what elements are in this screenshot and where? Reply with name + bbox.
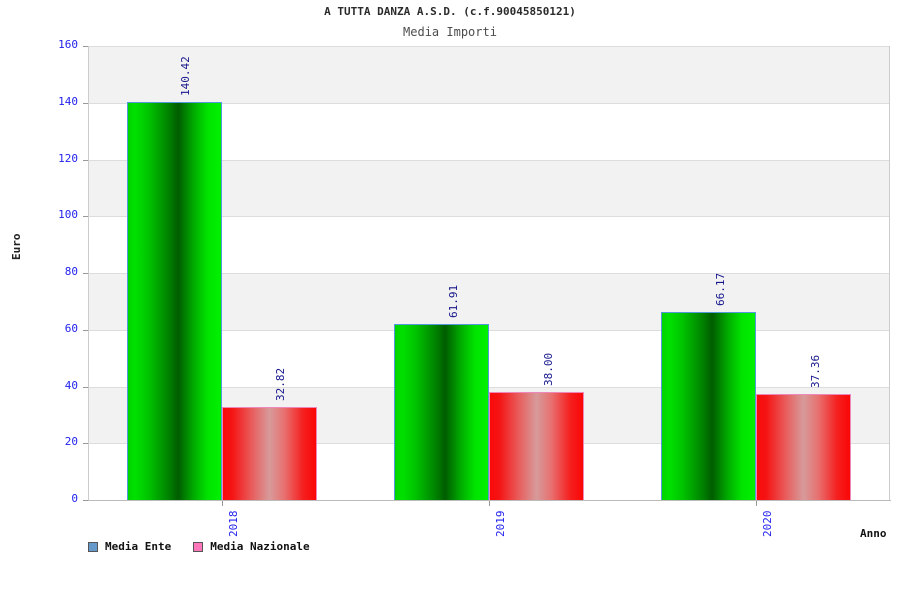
legend-label: Media Nazionale (210, 540, 310, 553)
chart-legend: Media Ente Media Nazionale (88, 540, 310, 553)
x-axis-tick-mark (221, 501, 223, 506)
y-axis-title: Euro (10, 233, 23, 261)
bar-value-label: 37.36 (808, 354, 822, 388)
y-axis-tick-label: 100 (58, 208, 78, 222)
x-axis-tick-label: 2019 (494, 510, 507, 538)
y-axis-tick-label: 20 (64, 435, 78, 449)
bar-media-nazionale-2019[interactable] (489, 392, 584, 500)
y-axis-tick-mark (83, 160, 88, 161)
bar-value-label: 66.17 (713, 273, 727, 307)
y-axis-tick-mark (83, 273, 88, 274)
bar-value-label: 38.00 (541, 353, 555, 387)
x-axis-tick-label: 2020 (761, 510, 775, 538)
gridline (88, 103, 889, 104)
bar-value-label: 61.91 (446, 285, 460, 319)
y-axis-tick-label: 120 (58, 151, 78, 165)
bar-value-label: 32.82 (274, 367, 288, 401)
x-axis-tick-mark (489, 501, 490, 506)
bar-media-ente-2018[interactable] (126, 101, 222, 500)
legend-swatch-icon (193, 541, 204, 552)
y-axis-tick-label: 140 (58, 94, 78, 108)
y-axis-tick-mark (83, 330, 88, 331)
x-axis-line (88, 500, 891, 501)
x-axis-tick-mark (756, 501, 758, 506)
bar-value-label: 140.42 (179, 55, 193, 96)
x-axis-title: Anno (860, 527, 887, 540)
y-axis-tick-mark (83, 46, 88, 47)
y-axis-tick-mark (83, 216, 88, 217)
legend-swatch-icon (88, 541, 98, 552)
y-axis-tick-label: 160 (58, 38, 78, 51)
bar-media-nazionale-2020[interactable] (756, 393, 852, 500)
gridline (88, 273, 889, 274)
chart-title: A TUTTA DANZA A.S.D. (c.f.90045850121) (324, 5, 576, 18)
bar-media-ente-2019[interactable] (394, 324, 489, 500)
plot-area (88, 46, 890, 501)
y-axis-tick-mark (83, 500, 88, 501)
gridline (88, 216, 889, 217)
y-axis-tick-label: 60 (64, 321, 78, 335)
legend-entry-media-ente[interactable]: Media Ente (88, 540, 171, 553)
plot-band (88, 46, 889, 103)
y-axis-tick-label: 0 (71, 492, 78, 505)
y-axis-tick-mark (83, 443, 88, 444)
y-axis-tick-label: 80 (64, 265, 78, 278)
chart-subtitle: Media Importi (403, 25, 497, 39)
bar-media-nazionale-2018[interactable] (221, 406, 317, 500)
y-axis-tick-mark (83, 387, 88, 388)
legend-label: Media Ente (105, 540, 172, 553)
legend-entry-media-nazionale[interactable]: Media Nazionale (193, 540, 310, 553)
x-axis-tick-label: 2018 (226, 510, 240, 538)
y-axis-line (88, 46, 89, 501)
y-axis-tick-mark (83, 103, 88, 104)
bar-media-ente-2020[interactable] (661, 312, 757, 500)
y-axis-tick-label: 40 (64, 378, 78, 392)
gridline (88, 160, 889, 161)
gridline (88, 46, 889, 47)
